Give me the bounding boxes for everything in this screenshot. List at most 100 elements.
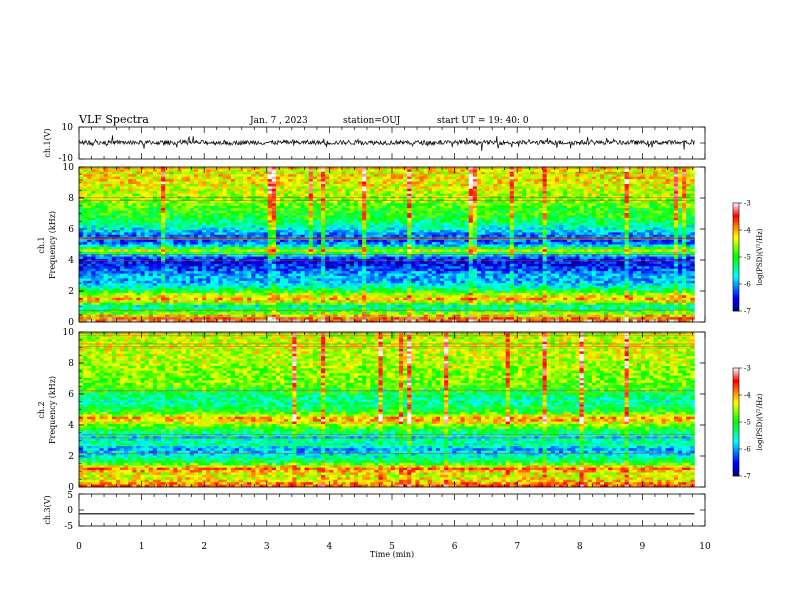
spectrogram-cell [567,189,572,192]
spectrogram-cell [313,186,318,189]
spectrogram-cell [112,242,117,245]
spectrogram-cell [136,182,141,185]
spectrogram-cell [555,182,560,185]
spectrogram-cell [645,194,650,197]
spectrogram-cell [522,228,527,231]
spectrogram-cell [608,174,613,177]
spectrogram-cell [149,174,154,177]
spectrogram-cell [153,240,158,243]
spectrogram-cell [177,169,182,172]
spectrogram-cell [452,213,457,216]
spectrogram-cell [506,206,511,209]
spectrogram-cell [276,240,281,243]
spectrogram-cell [235,186,240,189]
spectrogram-cell [600,194,605,197]
spectrogram-cell [637,189,642,192]
spectrogram-cell [350,220,355,223]
spectrogram-cell [383,177,388,180]
spectrogram-cell [120,213,125,216]
spectrogram-cell [255,213,260,216]
spectrogram-cell [674,218,679,221]
spectrogram-cell [621,242,626,245]
spectrogram-cell [551,220,556,223]
spectrogram-cell [633,230,638,233]
spectrogram-cell [465,206,470,209]
spectrogram-cell [350,184,355,187]
spectrogram-cell [202,232,207,235]
spectrogram-cell [313,179,318,182]
spectrogram-cell [399,220,404,223]
spectrogram-cell [579,186,584,189]
spectrogram-cell [502,232,507,235]
spectrogram-cell [235,240,240,243]
spectrogram-cell [415,213,420,216]
spectrogram-cell [612,218,617,221]
spectrogram-cell [592,213,597,216]
spectrogram-cell [153,223,158,226]
spectrogram-cell [662,223,667,226]
spectrogram-cell [301,182,306,185]
spectrogram-cell [543,218,548,221]
spectrogram-cell [469,201,474,204]
spectrogram-cell [358,189,363,192]
spectrogram-cell [485,228,490,231]
spectrogram-cell [198,242,203,245]
spectrogram-cell [387,189,392,192]
spectrogram-cell [296,225,301,228]
spectrogram-cell [325,174,330,177]
spectrogram-cell [448,179,453,182]
spectrogram-cell [432,174,437,177]
spectrogram-cell [112,169,117,172]
spectrogram-cell [116,218,121,221]
spectrogram-cell [551,177,556,180]
spectrogram-cell [608,228,613,231]
spectrogram-cell [415,230,420,233]
spectrogram-cell [210,220,215,223]
spectrogram-cell [79,240,84,243]
spectrogram-cell [444,242,449,245]
spectrogram-cell [559,174,564,177]
spectrogram-cell [120,240,125,243]
spectrogram-cell [670,215,675,218]
spectrogram-cell [173,179,178,182]
spectrogram-cell [342,215,347,218]
spectrogram-cell [83,191,88,194]
spectrogram-cell [104,223,109,226]
spectrogram-cell [329,215,334,218]
spectrogram-cell [530,242,535,245]
spectrogram-cell [255,203,260,206]
spectrogram-cell [325,194,330,197]
spectrogram-cell [588,242,593,245]
spectrogram-cell [370,177,375,180]
spectrogram-cell [83,179,88,182]
spectrogram-cell [637,169,642,172]
spectrogram-cell [641,177,646,180]
spectrogram-cell [444,215,449,218]
spectrogram-cell [141,174,146,177]
spectrogram-cell [362,182,367,185]
spectrogram-cell [428,232,433,235]
spectrogram-cell [588,169,593,172]
spectrogram-cell [350,179,355,182]
spectrogram-cell [502,169,507,172]
spectrogram-cell [567,240,572,243]
spectrogram-cell [567,201,572,204]
spectrogram-cell [653,179,658,182]
spectrogram-cell [510,182,515,185]
spectrogram-cell [218,213,223,216]
spectrogram-cell [100,245,105,248]
spectrogram-cell [387,206,392,209]
spectrogram-cell [309,242,314,245]
spectrogram-cell [465,203,470,206]
spectrogram-cell [584,206,589,209]
spectrogram-cell [337,245,342,248]
spectrogram-cell [186,225,191,228]
spectrogram-cell [317,186,322,189]
spectrogram-cell [666,218,671,221]
spectrogram-cell [522,191,527,194]
spectrogram-cell [604,230,609,233]
spectrogram-cell [284,218,289,221]
spectrogram-cell [662,215,667,218]
spectrogram-cell [403,177,408,180]
spectrogram-cell [362,223,367,226]
